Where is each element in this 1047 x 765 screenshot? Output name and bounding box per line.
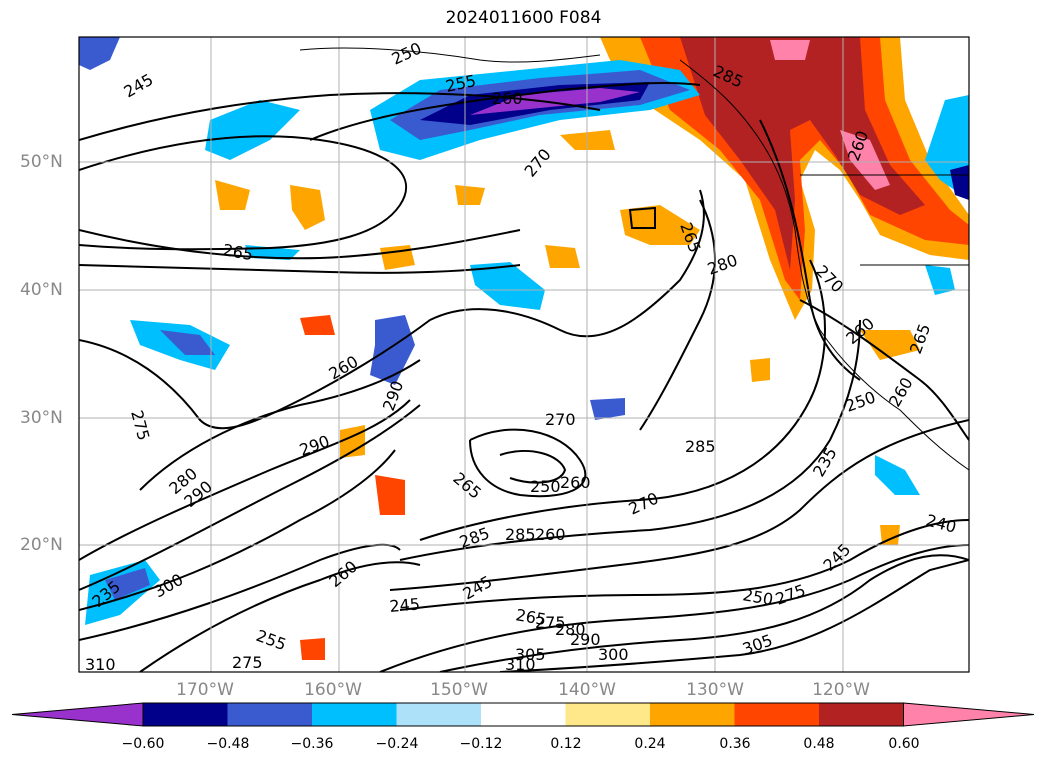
colorbar-segment [565, 703, 651, 726]
colorbar-segment [903, 702, 1035, 727]
colorbar-segment [11, 702, 144, 727]
contour-label: 260 [492, 89, 523, 108]
colorbar-tick-label: 0.36 [719, 736, 751, 752]
lon-label: 150°W [430, 680, 488, 700]
colorbar-tick-label: −0.48 [206, 736, 250, 752]
colorbar-tick-label: 0.60 [888, 736, 920, 752]
contour-label: 275 [232, 653, 263, 672]
contour-label: 270 [545, 410, 576, 429]
contour-label: 305 [515, 645, 546, 664]
lat-label: 30°N [20, 408, 63, 428]
colorbar-tick-label: −0.60 [121, 736, 165, 752]
contour-label: 250 [530, 477, 561, 496]
colorbar-segment [143, 703, 228, 726]
colorbar-tick-label: 0.24 [634, 736, 666, 752]
contour-label: 300 [598, 645, 629, 664]
colorbar-tick-label: −0.24 [375, 736, 419, 752]
colorbar-tick-label: −0.12 [459, 736, 503, 752]
map-frame [78, 36, 970, 673]
contour-label: 290 [570, 630, 601, 649]
colorbar-tick-label: −0.36 [290, 736, 334, 752]
colorbar-segment [650, 703, 735, 726]
contour-label: 310 [505, 655, 536, 674]
contour-label: 275 [535, 613, 566, 632]
lon-label: 130°W [686, 680, 744, 700]
contour-label: 280 [555, 620, 586, 639]
colorbar-segment [734, 703, 820, 726]
colorbar-segment [819, 703, 904, 726]
contour-label: 260 [535, 525, 566, 544]
colorbar-segment [312, 703, 397, 726]
lon-label: 140°W [558, 680, 616, 700]
colorbar [11, 702, 1035, 727]
map-gridlines [79, 37, 969, 672]
colorbar-segment [227, 703, 313, 726]
lon-label: 170°W [176, 680, 234, 700]
contour-label: 310 [85, 655, 116, 674]
colorbar-tick-label: 0.12 [550, 736, 582, 752]
lat-label: 50°N [20, 152, 63, 172]
coastline [299, 47, 969, 471]
contour-label: 260 [560, 473, 591, 492]
contour-label: 285 [505, 525, 536, 544]
colorbar-tick-label: 0.48 [803, 736, 835, 752]
lat-label: 20°N [20, 535, 63, 555]
lon-label: 160°W [304, 680, 362, 700]
contour-label: 245 [389, 594, 421, 616]
colorbar-segment [396, 703, 482, 726]
contour-label: 285 [685, 437, 716, 456]
map-title: 2024011600 F084 [445, 8, 602, 28]
colorbar-frame [142, 702, 904, 727]
map-plot-area: 245 250 285 255 260 265 270 275 265 280 … [79, 37, 969, 674]
lat-label: 40°N [20, 280, 63, 300]
lon-label: 120°W [812, 680, 870, 700]
colorbar-segment [481, 703, 566, 726]
